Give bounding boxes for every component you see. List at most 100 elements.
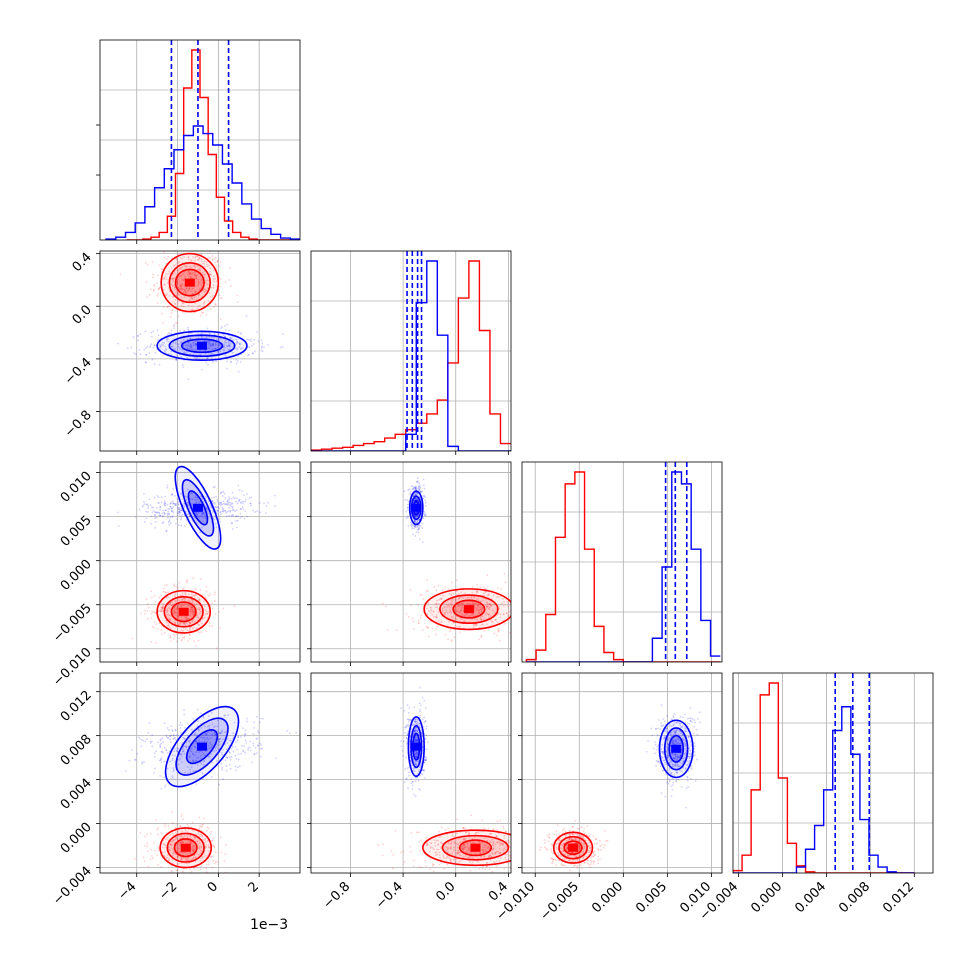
scatter-point-b <box>246 493 248 495</box>
scatter-point-a <box>483 846 485 849</box>
scatter-point-b <box>239 361 242 363</box>
scatter-point-b <box>183 329 186 332</box>
scatter-point-b <box>217 343 220 346</box>
scatter-point-b <box>217 351 220 354</box>
scatter-point-a <box>177 850 179 853</box>
scatter-point-a <box>166 854 169 857</box>
scatter-point-a <box>181 870 184 873</box>
scatter-point-b <box>160 787 163 790</box>
scatter-point-a <box>218 294 221 297</box>
scatter-point-a <box>377 844 380 846</box>
scatter-point-a <box>450 599 453 602</box>
scatter-point-b <box>198 751 200 754</box>
scatter-point-b <box>416 515 419 518</box>
scatter-point-b <box>201 513 204 516</box>
scatter-point-b <box>260 349 263 352</box>
scatter-point-b <box>178 508 180 511</box>
scatter-point-a <box>171 277 174 280</box>
scatter-point-a <box>500 842 502 845</box>
scatter-point-b <box>415 739 418 742</box>
scatter-point-a <box>412 865 415 867</box>
scatter-point-b <box>195 344 197 347</box>
scatter-point-a <box>450 594 453 597</box>
scatter-point-a <box>187 275 190 277</box>
scatter-point-a <box>506 853 509 856</box>
scatter-point-a <box>180 856 183 859</box>
scatter-point-b <box>192 753 195 755</box>
scatter-point-b <box>170 509 173 512</box>
scatter-point-b <box>401 749 404 752</box>
scatter-point-a <box>191 273 194 276</box>
scatter-point-b <box>261 747 263 750</box>
scatter-point-b <box>414 486 417 489</box>
scatter-point-b <box>411 488 414 491</box>
scatter-point-b <box>407 509 409 511</box>
scatter-point-b <box>244 739 247 742</box>
scatter-point-a <box>181 284 184 287</box>
scatter-point-a <box>157 827 160 829</box>
scatter-point-a <box>171 300 174 303</box>
scatter-point-a <box>206 612 209 615</box>
scatter-point-a <box>503 600 506 603</box>
scatter-point-a <box>163 855 166 858</box>
scatter-point-a <box>173 583 176 586</box>
scatter-point-b <box>152 506 155 509</box>
scatter-point-a <box>476 591 479 594</box>
scatter-point-b <box>415 740 418 743</box>
scatter-point-a <box>442 856 445 859</box>
scatter-point-a <box>152 626 155 629</box>
scatter-point-b <box>243 735 246 738</box>
scatter-point-b <box>185 519 188 521</box>
panel-content-3-1 <box>311 673 511 873</box>
scatter-point-a <box>171 840 174 842</box>
scatter-point-b <box>159 759 162 762</box>
scatter-point-a <box>167 617 170 620</box>
scatter-point-b <box>422 478 425 481</box>
scatter-point-a <box>491 852 494 854</box>
scatter-point-a <box>197 853 200 856</box>
scatter-point-a <box>187 825 190 828</box>
scatter-point-a <box>188 288 191 290</box>
scatter-point-a <box>153 285 156 288</box>
scatter-point-b <box>205 733 208 736</box>
scatter-point-b <box>230 739 232 742</box>
scatter-point-b <box>194 740 197 743</box>
scatter-point-a <box>471 613 474 616</box>
scatter-point-b <box>150 515 153 518</box>
scatter-point-a <box>181 266 184 268</box>
scatter-point-a <box>444 586 446 589</box>
scatter-point-b <box>202 511 205 514</box>
scatter-point-a <box>190 605 193 608</box>
scatter-point-b <box>230 503 233 506</box>
scatter-point-b <box>144 330 147 333</box>
scatter-point-a <box>187 304 190 307</box>
hist-a-1 <box>311 260 511 451</box>
scatter-point-a <box>158 596 161 599</box>
scatter-point-b <box>204 514 207 517</box>
scatter-point-a <box>214 302 217 305</box>
scatter-point-a <box>205 590 208 593</box>
scatter-point-a <box>436 606 438 609</box>
scatter-point-b <box>165 347 167 350</box>
scatter-point-a <box>192 594 195 596</box>
scatter-point-a <box>458 838 461 840</box>
scatter-point-b <box>191 492 193 495</box>
scatter-point-a <box>165 609 167 612</box>
scatter-point-b <box>134 758 137 761</box>
scatter-point-a <box>185 579 188 581</box>
scatter-point-b <box>176 749 178 752</box>
scatter-point-b <box>218 732 221 734</box>
scatter-point-b <box>217 332 219 335</box>
scatter-point-a <box>165 294 168 297</box>
scatter-point-a <box>142 856 145 859</box>
scatter-point-b <box>246 720 248 723</box>
scatter-point-a <box>460 847 463 850</box>
scatter-point-b <box>418 482 420 484</box>
scatter-point-b <box>207 345 210 348</box>
scatter-point-a <box>154 849 156 852</box>
scatter-point-a <box>219 285 221 288</box>
scatter-point-a <box>190 273 193 276</box>
scatter-point-b <box>148 722 151 724</box>
scatter-point-a <box>448 592 451 595</box>
scatter-point-a <box>192 612 195 615</box>
